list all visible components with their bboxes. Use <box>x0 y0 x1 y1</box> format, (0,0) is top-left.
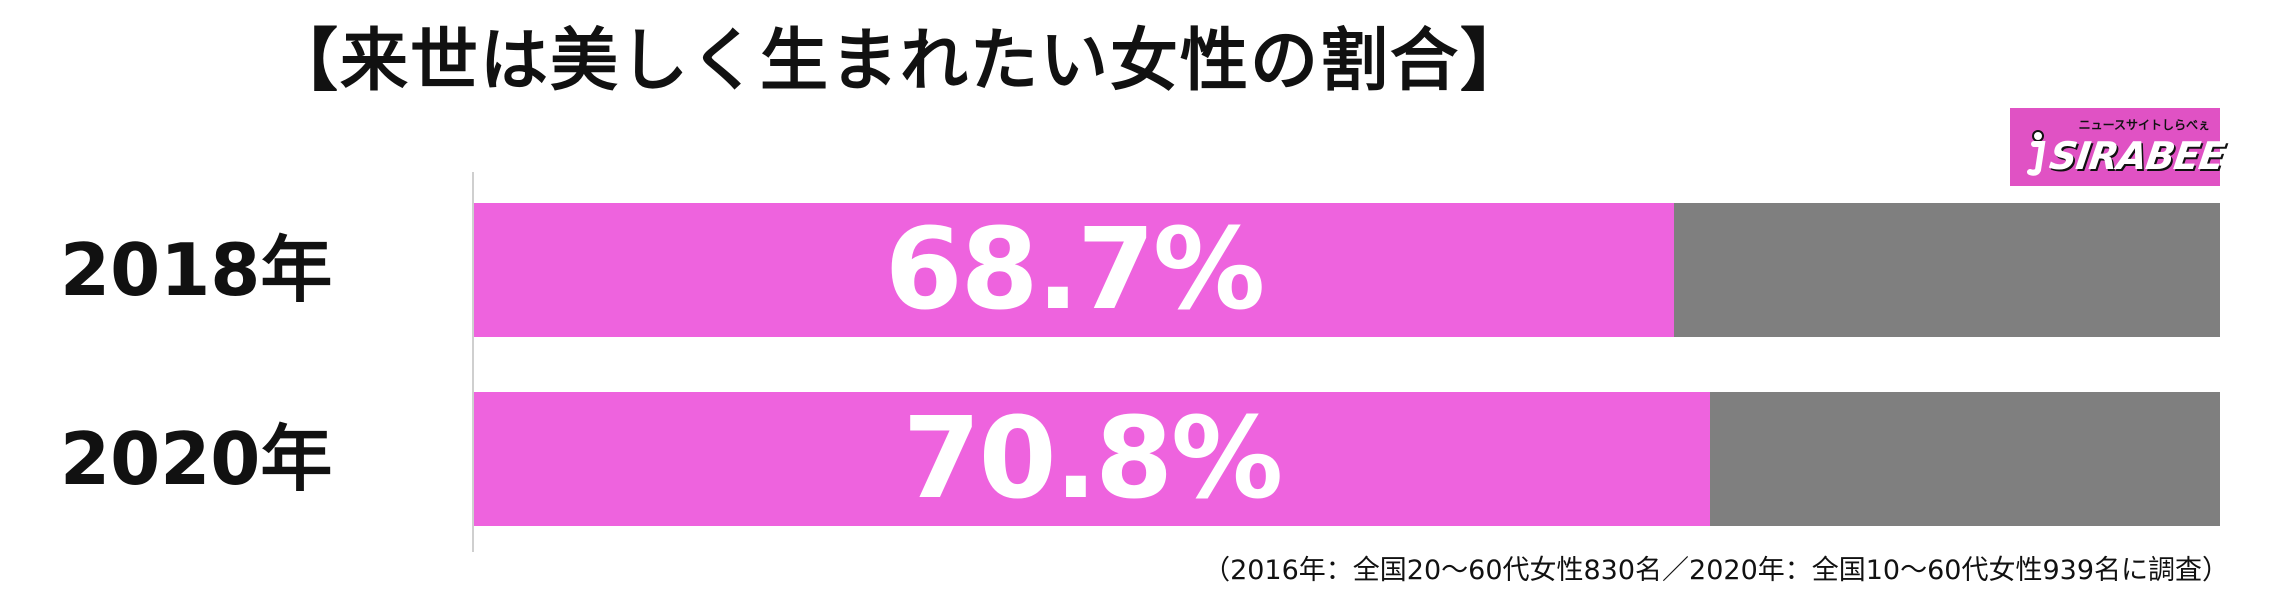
chart-axis-line <box>472 172 474 552</box>
bar-remainder: 68.7% <box>474 203 2220 337</box>
logo-tagline: ニュースサイトしらべぇ <box>2078 118 2210 132</box>
data-label: 68.7% <box>884 205 1266 335</box>
bar-value <box>474 203 1674 337</box>
bar-value <box>474 392 1710 526</box>
chart-footnote: （2016年：全国20〜60代女性830名／2020年：全国10〜60代女性93… <box>1203 555 2229 586</box>
data-label: 70.8% <box>902 394 1284 524</box>
bar-remainder: 70.8% <box>474 392 2220 526</box>
category-label: 2020年 <box>60 417 333 501</box>
category-label: 2018年 <box>60 228 333 312</box>
logo-wordmark: SIRABEE <box>2046 134 2228 178</box>
chart-title: 【来世は美しく生まれたい女性の割合】 <box>269 22 1530 101</box>
logo-i-icon <box>2027 130 2046 176</box>
sirabee-logo: ニュースサイトしらべぇ SIRABEE <box>2010 108 2227 186</box>
